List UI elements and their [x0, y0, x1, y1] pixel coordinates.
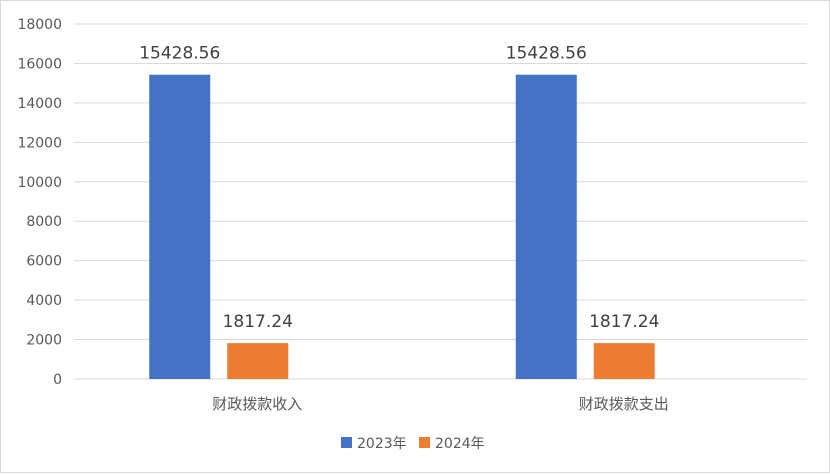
y-tick-label: 10000 [17, 175, 62, 191]
data-label: 15428.56 [139, 44, 220, 64]
y-tick-label: 16000 [17, 56, 62, 72]
y-tick-label: 18000 [17, 17, 62, 33]
data-label: 1817.24 [223, 312, 293, 332]
y-tick-label: 6000 [26, 254, 62, 270]
legend-swatch-0 [341, 437, 352, 448]
bar-2023 [149, 74, 211, 379]
legend-label: 2024年 [435, 436, 485, 452]
y-tick-label: 4000 [26, 293, 62, 309]
bar-2023 [515, 74, 577, 379]
y-tick-label: 14000 [17, 96, 62, 112]
legend-label: 2023年 [357, 436, 407, 452]
y-tick-label: 12000 [17, 135, 62, 151]
y-tick-label: 8000 [26, 214, 62, 230]
category-label: 财政拨款支出 [579, 395, 669, 413]
category-label: 财政拨款收入 [212, 395, 302, 413]
y-tick-label: 2000 [26, 333, 62, 349]
data-label: 15428.56 [506, 44, 587, 64]
bar-2024 [593, 343, 655, 379]
legend-swatch-1 [419, 437, 430, 448]
y-tick-label: 0 [53, 372, 62, 388]
data-label: 1817.24 [589, 312, 659, 332]
bar-2024 [227, 343, 289, 379]
